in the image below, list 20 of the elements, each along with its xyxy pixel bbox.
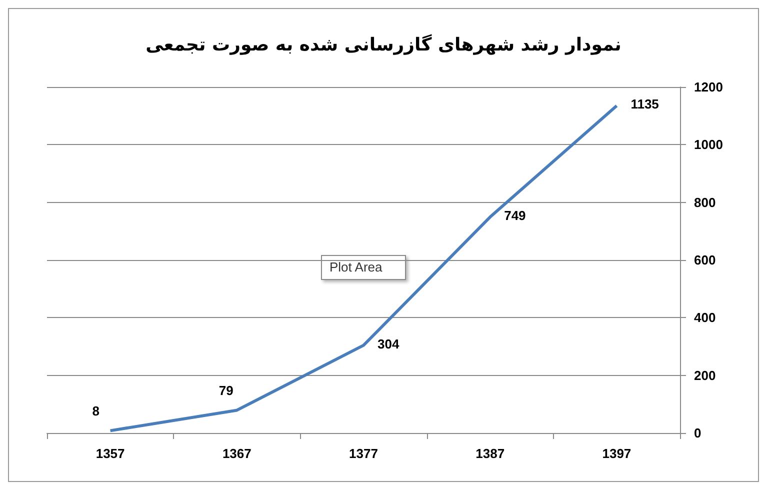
chart-title: نمودار رشد شهرهای گازرسانی شده به صورت تجمعی xyxy=(146,34,622,56)
x-tick-label: 1367 xyxy=(222,446,252,461)
x-tick-label: 1387 xyxy=(476,446,505,461)
data-label: 749 xyxy=(504,208,526,224)
data-label: 8 xyxy=(92,404,100,419)
x-tick-label: 1357 xyxy=(96,446,125,461)
data-label: 304 xyxy=(378,336,400,352)
line-series xyxy=(108,104,618,432)
y-tick-label: 1200 xyxy=(694,80,723,94)
y-tick-label: 800 xyxy=(694,194,716,210)
annotation: Plot Area xyxy=(330,260,384,274)
y-tick-label: 1000 xyxy=(694,137,723,152)
x-tick-label: 1397 xyxy=(602,446,632,461)
y-tick-label: 0 xyxy=(694,426,702,440)
x-tick-label: 1377 xyxy=(349,446,378,461)
y-tick-label: 600 xyxy=(694,252,716,268)
data-label: 79 xyxy=(218,383,234,398)
data-label: 1135 xyxy=(630,96,659,112)
y-tick-label: 200 xyxy=(694,368,716,383)
y-tick-label: 400 xyxy=(694,310,716,326)
